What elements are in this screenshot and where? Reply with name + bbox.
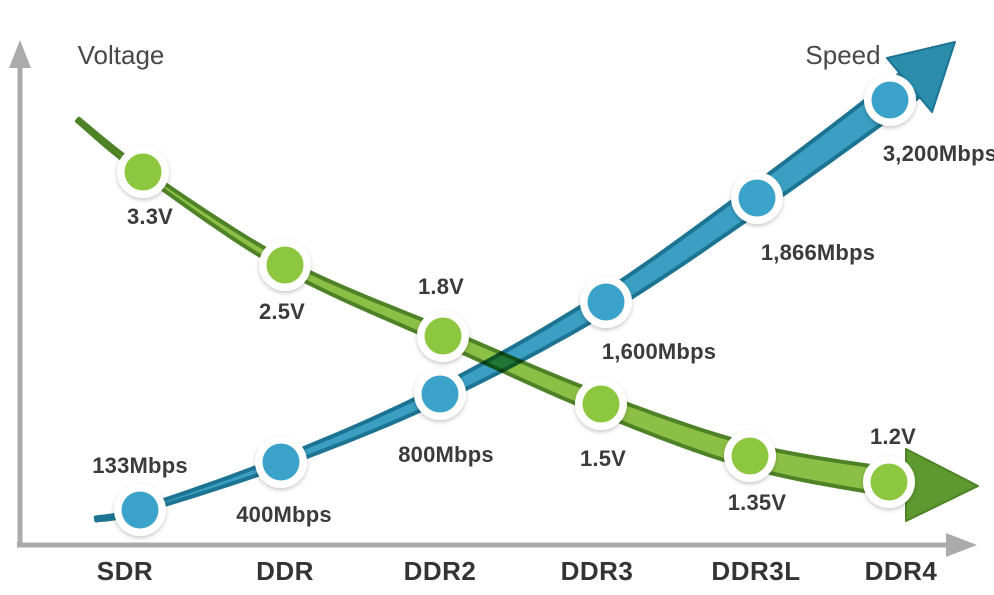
speed-label-ddr3: 1,600Mbps: [601, 339, 717, 364]
speed-point-ddr3l: [731, 172, 783, 224]
speed-point-ddr3: [580, 276, 632, 328]
speed-label-ddr2: 800Mbps: [398, 442, 494, 467]
voltage-arrowhead-icon: [905, 448, 979, 522]
category-label-sdr: SDR: [96, 556, 154, 586]
voltage-label-ddr3: 1.5V: [579, 446, 627, 471]
speed-label-sdr: 133Mbps: [92, 453, 188, 478]
voltage-label-sdr: 3.3V: [126, 204, 174, 229]
voltage-label-ddr4: 1.2V: [869, 424, 917, 449]
category-label-ddr3: DDR3: [560, 556, 634, 586]
voltage-point-ddr3l: [724, 430, 776, 482]
voltage-band-group: [75, 116, 979, 522]
voltage-point-ddr3: [575, 378, 627, 430]
category-label-ddr4: DDR4: [864, 556, 938, 586]
x-axis-arrow-icon: [946, 533, 977, 557]
category-label-ddr: DDR: [256, 556, 314, 586]
voltage-point-ddr4: [863, 456, 915, 508]
category-label-ddr3l: DDR3L: [711, 556, 801, 586]
speed-point-ddr4: [864, 74, 916, 126]
speed-axis-title: Speed: [805, 40, 881, 70]
speed-label-ddr4: 3,200Mbps: [882, 141, 994, 166]
category-label-ddr2: DDR2: [403, 556, 477, 586]
speed-label-ddr: 400Mbps: [236, 502, 332, 527]
y-axis-arrow-icon: [9, 40, 31, 68]
speed-band-group: [93, 41, 956, 523]
voltage-point-ddr2: [417, 310, 469, 362]
voltage-axis-title: Voltage: [77, 40, 165, 70]
speed-label-ddr3l: 1,866Mbps: [760, 240, 876, 265]
voltage-label-ddr3l: 1.35V: [727, 490, 787, 515]
voltage-label-ddr: 2.5V: [258, 299, 306, 324]
voltage-point-sdr: [117, 146, 169, 198]
voltage-label-ddr2: 1.8V: [417, 274, 465, 299]
speed-point-ddr: [255, 436, 307, 488]
voltage-point-ddr: [259, 239, 311, 291]
speed-point-ddr2: [414, 368, 466, 420]
speed-point-sdr: [114, 484, 166, 536]
